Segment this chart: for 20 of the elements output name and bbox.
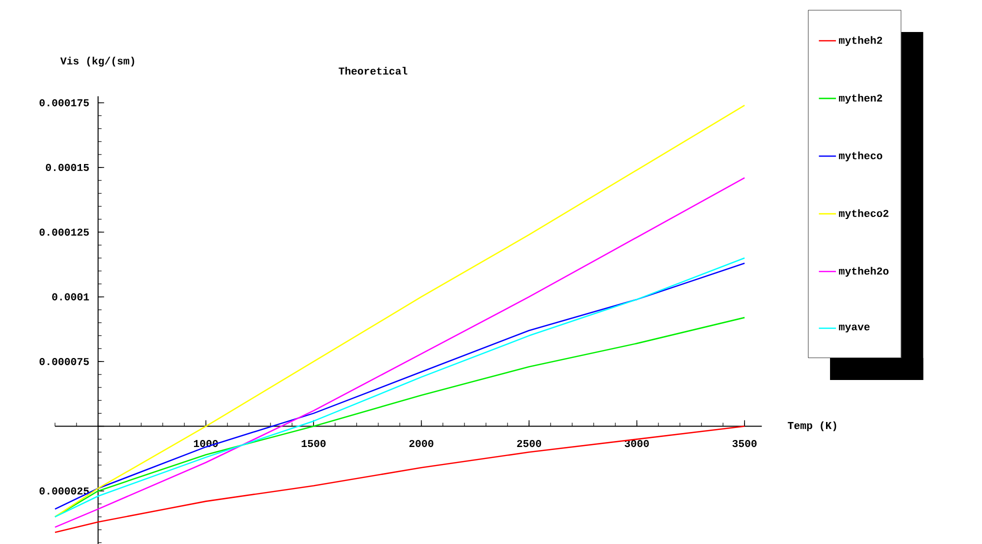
y-tick-label: 0.000175 xyxy=(40,99,89,106)
y-tick-label: 0.000025 xyxy=(40,487,89,495)
chart-title: Theoretical xyxy=(338,66,408,75)
x-tick-label: 3000 xyxy=(624,440,649,448)
legend-label: mytheh2 xyxy=(838,36,882,46)
legend-label: mytheco2 xyxy=(838,209,888,220)
x-tick-label: 1500 xyxy=(302,440,326,448)
x-tick-label: 2000 xyxy=(409,440,434,448)
legend-label: mythen2 xyxy=(838,94,882,104)
legend-label: mytheh2o xyxy=(838,266,889,277)
x-tick-label: 3500 xyxy=(732,440,757,448)
y-axis-title: Vis (kg/(sm) xyxy=(60,56,134,67)
y-tick-label: 0.00015 xyxy=(46,164,89,172)
legend-label: mytheco xyxy=(838,152,882,162)
y-tick-label: 0.000075 xyxy=(40,358,89,366)
y-tick-label: 0.0001 xyxy=(52,293,89,300)
legend-label: myave xyxy=(838,324,870,332)
x-axis-title: Temp (K) xyxy=(788,421,836,432)
y-tick-label: 0.000125 xyxy=(40,228,89,236)
x-tick-label: 2500 xyxy=(517,440,542,448)
